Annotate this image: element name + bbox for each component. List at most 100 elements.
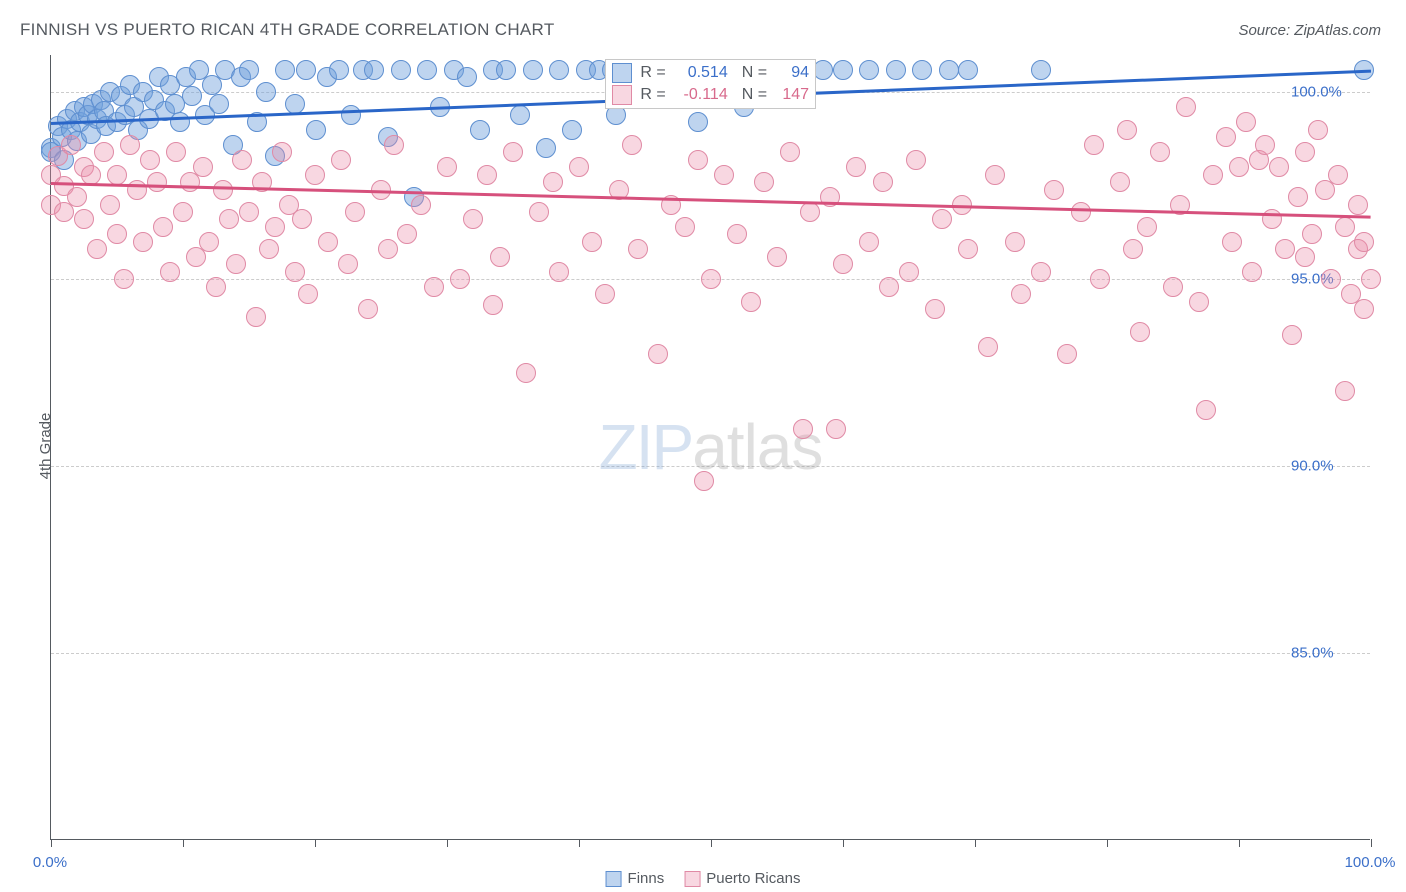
point-finns <box>417 60 437 80</box>
point-puerto-ricans <box>727 224 747 244</box>
swatch-puerto-ricans <box>684 871 700 887</box>
point-finns <box>239 60 259 80</box>
x-tick <box>1107 839 1108 847</box>
point-puerto-ricans <box>1269 157 1289 177</box>
legend-item-puerto-ricans: Puerto Ricans <box>684 870 800 887</box>
point-puerto-ricans <box>793 419 813 439</box>
point-puerto-ricans <box>114 269 134 289</box>
point-puerto-ricans <box>1242 262 1262 282</box>
point-puerto-ricans <box>675 217 695 237</box>
point-puerto-ricans <box>1275 239 1295 259</box>
point-puerto-ricans <box>1288 187 1308 207</box>
point-finns <box>470 120 490 140</box>
n-label: N = <box>742 64 767 82</box>
point-finns <box>886 60 906 80</box>
point-puerto-ricans <box>1123 239 1143 259</box>
point-puerto-ricans <box>94 142 114 162</box>
x-tick <box>843 839 844 847</box>
point-puerto-ricans <box>1196 400 1216 420</box>
point-puerto-ricans <box>800 202 820 222</box>
point-puerto-ricans <box>1084 135 1104 155</box>
swatch-finns <box>606 871 622 887</box>
legend-item-finns: Finns <box>606 870 665 887</box>
point-puerto-ricans <box>714 165 734 185</box>
grid-line <box>51 466 1370 467</box>
point-puerto-ricans <box>1354 299 1374 319</box>
point-puerto-ricans <box>232 150 252 170</box>
point-puerto-ricans <box>345 202 365 222</box>
point-finns <box>523 60 543 80</box>
point-finns <box>256 82 276 102</box>
point-puerto-ricans <box>74 209 94 229</box>
point-puerto-ricans <box>846 157 866 177</box>
r-label: R = <box>640 64 665 82</box>
point-finns <box>859 60 879 80</box>
point-puerto-ricans <box>925 299 945 319</box>
point-finns <box>562 120 582 140</box>
point-puerto-ricans <box>397 224 417 244</box>
point-puerto-ricans <box>582 232 602 252</box>
chart-container: FINNISH VS PUERTO RICAN 4TH GRADE CORREL… <box>0 0 1406 892</box>
point-puerto-ricans <box>358 299 378 319</box>
point-finns <box>688 112 708 132</box>
x-tick <box>447 839 448 847</box>
point-puerto-ricans <box>595 284 615 304</box>
point-puerto-ricans <box>1044 180 1064 200</box>
point-puerto-ricans <box>648 344 668 364</box>
point-puerto-ricans <box>1176 97 1196 117</box>
point-puerto-ricans <box>173 202 193 222</box>
x-tick <box>51 839 52 847</box>
x-tick <box>183 839 184 847</box>
plot-area: ZIPatlas 85.0%90.0%95.0%100.0%R =0.514N … <box>50 55 1370 840</box>
point-puerto-ricans <box>859 232 879 252</box>
x-tick-label: 100.0% <box>1345 854 1396 871</box>
point-puerto-ricans <box>219 209 239 229</box>
point-finns <box>306 120 326 140</box>
point-puerto-ricans <box>1295 247 1315 267</box>
source-label: Source: ZipAtlas.com <box>1238 22 1381 39</box>
point-finns <box>813 60 833 80</box>
point-puerto-ricans <box>1005 232 1025 252</box>
point-puerto-ricans <box>1090 269 1110 289</box>
stats-legend: R =0.514N =94R =-0.114N =147 <box>605 59 816 109</box>
point-finns <box>341 105 361 125</box>
point-puerto-ricans <box>516 363 536 383</box>
point-puerto-ricans <box>61 135 81 155</box>
point-finns <box>285 94 305 114</box>
point-finns <box>912 60 932 80</box>
point-puerto-ricans <box>67 187 87 207</box>
point-puerto-ricans <box>100 195 120 215</box>
point-puerto-ricans <box>1282 325 1302 345</box>
x-tick <box>315 839 316 847</box>
point-puerto-ricans <box>1335 381 1355 401</box>
point-puerto-ricans <box>411 195 431 215</box>
point-puerto-ricans <box>543 172 563 192</box>
point-finns <box>209 94 229 114</box>
point-finns <box>939 60 959 80</box>
point-puerto-ricans <box>338 254 358 274</box>
x-tick-label: 0.0% <box>33 854 67 871</box>
point-puerto-ricans <box>958 239 978 259</box>
point-puerto-ricans <box>688 150 708 170</box>
point-puerto-ricans <box>1137 217 1157 237</box>
point-puerto-ricans <box>1308 120 1328 140</box>
point-puerto-ricans <box>529 202 549 222</box>
point-puerto-ricans <box>1229 157 1249 177</box>
point-finns <box>549 60 569 80</box>
stats-legend-row: R =0.514N =94 <box>612 63 809 83</box>
point-finns <box>833 60 853 80</box>
point-finns <box>958 60 978 80</box>
point-puerto-ricans <box>549 262 569 282</box>
legend-label-finns: Finns <box>628 870 665 887</box>
point-finns <box>457 67 477 87</box>
point-finns <box>391 60 411 80</box>
point-puerto-ricans <box>120 135 140 155</box>
point-puerto-ricans <box>331 150 351 170</box>
point-puerto-ricans <box>694 471 714 491</box>
n-label: N = <box>742 86 767 104</box>
point-puerto-ricans <box>622 135 642 155</box>
point-puerto-ricans <box>932 209 952 229</box>
point-puerto-ricans <box>1057 344 1077 364</box>
point-puerto-ricans <box>166 142 186 162</box>
point-puerto-ricans <box>1236 112 1256 132</box>
